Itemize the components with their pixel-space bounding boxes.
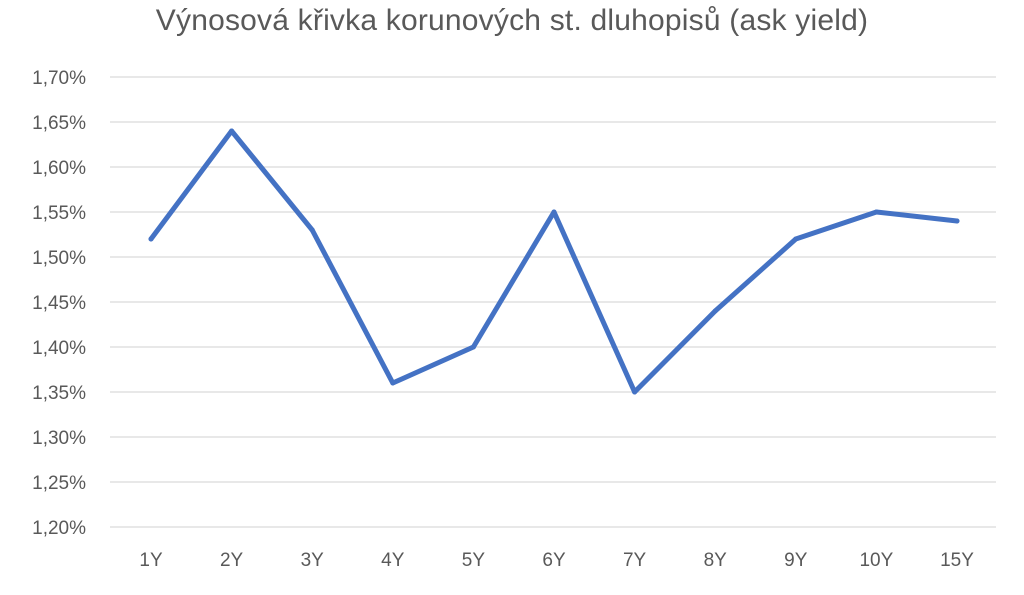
- y-tick-label: 1,70%: [32, 68, 86, 89]
- y-axis-tick-labels: 1,70% 1,65% 1,60% 1,55% 1,50% 1,45% 1,40% 1,35%…: [32, 68, 86, 539]
- data-point: [229, 128, 235, 134]
- x-tick-label: 10Y: [859, 550, 893, 571]
- chart-title: Výnosová křivka korunových st. dluhopisů…: [155, 4, 869, 37]
- y-tick-label: 1,60%: [32, 158, 86, 179]
- series-line: [148, 128, 960, 395]
- y-tick-label: 1,30%: [32, 428, 86, 449]
- y-tick-label: 1,20%: [32, 518, 86, 539]
- data-point: [873, 209, 879, 215]
- x-tick-label: 3Y: [301, 550, 325, 571]
- data-point: [551, 209, 557, 215]
- data-point: [148, 236, 154, 242]
- x-tick-label: 9Y: [784, 550, 808, 571]
- data-point: [712, 308, 718, 314]
- data-point: [954, 218, 960, 224]
- x-tick-label: 7Y: [623, 550, 647, 571]
- data-point: [632, 389, 638, 395]
- y-tick-label: 1,45%: [32, 293, 86, 314]
- y-tick-label: 1,35%: [32, 383, 86, 404]
- data-point: [309, 227, 315, 233]
- y-tick-label: 1,55%: [32, 203, 86, 224]
- x-axis-tick-labels: 1Y 2Y 3Y 4Y 5Y 6Y 7Y 8Y 9Y 10Y 15Y: [139, 550, 974, 571]
- y-tick-label: 1,40%: [32, 338, 86, 359]
- x-tick-label: 5Y: [462, 550, 486, 571]
- x-tick-label: 8Y: [704, 550, 728, 571]
- y-tick-label: 1,50%: [32, 248, 86, 269]
- y-tick-label: 1,65%: [32, 113, 86, 134]
- data-point: [793, 236, 799, 242]
- y-tick-label: 1,25%: [32, 473, 86, 494]
- x-tick-label: 1Y: [139, 550, 163, 571]
- x-tick-label: 4Y: [381, 550, 405, 571]
- x-tick-label: 15Y: [940, 550, 974, 571]
- gridlines: [110, 76, 996, 528]
- data-point: [390, 380, 396, 386]
- x-tick-label: 2Y: [220, 550, 244, 571]
- x-tick-label: 6Y: [542, 550, 566, 571]
- series-layer: [148, 128, 960, 395]
- data-point: [470, 344, 476, 350]
